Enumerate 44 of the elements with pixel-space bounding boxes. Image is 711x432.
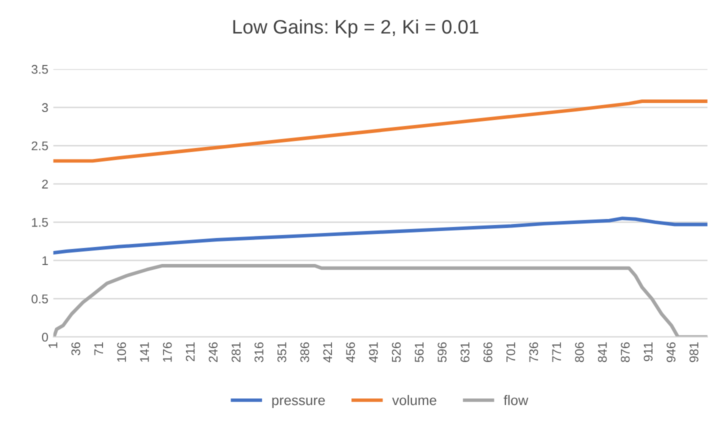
y-tick-label: 0 [42, 332, 48, 342]
x-tick-label: 456 [346, 342, 355, 362]
legend-label: volume [392, 394, 436, 406]
x-tick-label: 841 [598, 342, 607, 362]
x-tick-label: 666 [483, 342, 492, 362]
line-series [53, 264, 708, 337]
x-tick-label: 736 [529, 342, 538, 362]
x-tick-label: 981 [690, 342, 698, 362]
y-tick-label: 1 [42, 256, 48, 265]
x-tick-label: 561 [414, 342, 424, 362]
y-tick-label: 2 [42, 180, 48, 188]
y-tick-label: 0.5 [32, 294, 48, 304]
chart-title: Low Gains: Kp = 2, Ki = 0.01 [233, 19, 478, 38]
x-tick-label: 491 [369, 342, 378, 362]
y-tick-label: 3 [42, 103, 48, 112]
x-tick-label: 316 [254, 342, 264, 362]
x-tick-label: 36 [71, 342, 80, 356]
x-tick-label: 526 [392, 342, 401, 362]
y-tick-label: 3.5 [32, 64, 48, 74]
x-tick-label: 911 [644, 342, 653, 362]
x-tick-label: 141 [140, 342, 149, 362]
x-tick-label: 351 [277, 342, 286, 362]
x-tick-label: 386 [300, 342, 310, 362]
x-tick-label: 106 [117, 342, 126, 362]
x-tick-label: 211 [186, 342, 195, 362]
x-tick-label: 631 [460, 342, 470, 362]
x-tick-label: 876 [620, 342, 630, 362]
line-series [53, 100, 708, 163]
legend-label: pressure [272, 398, 325, 408]
x-tick-label: 1 [48, 342, 58, 348]
x-tick-label: 281 [232, 342, 240, 362]
x-tick-label: 596 [438, 342, 447, 362]
y-tick-label: 2.5 [32, 141, 48, 150]
legend-label: flow [504, 394, 528, 406]
x-tick-label: 701 [506, 342, 516, 362]
y-tick-label: 1.5 [32, 218, 48, 227]
x-tick-label: 176 [162, 342, 172, 362]
x-tick-label: 771 [552, 342, 561, 362]
x-tick-label: 246 [208, 342, 218, 362]
line-series [53, 216, 708, 255]
x-tick-label: 71 [94, 342, 103, 356]
x-tick-label: 421 [323, 342, 332, 362]
x-tick-label: 946 [666, 342, 676, 362]
x-tick-label: 806 [575, 342, 584, 362]
